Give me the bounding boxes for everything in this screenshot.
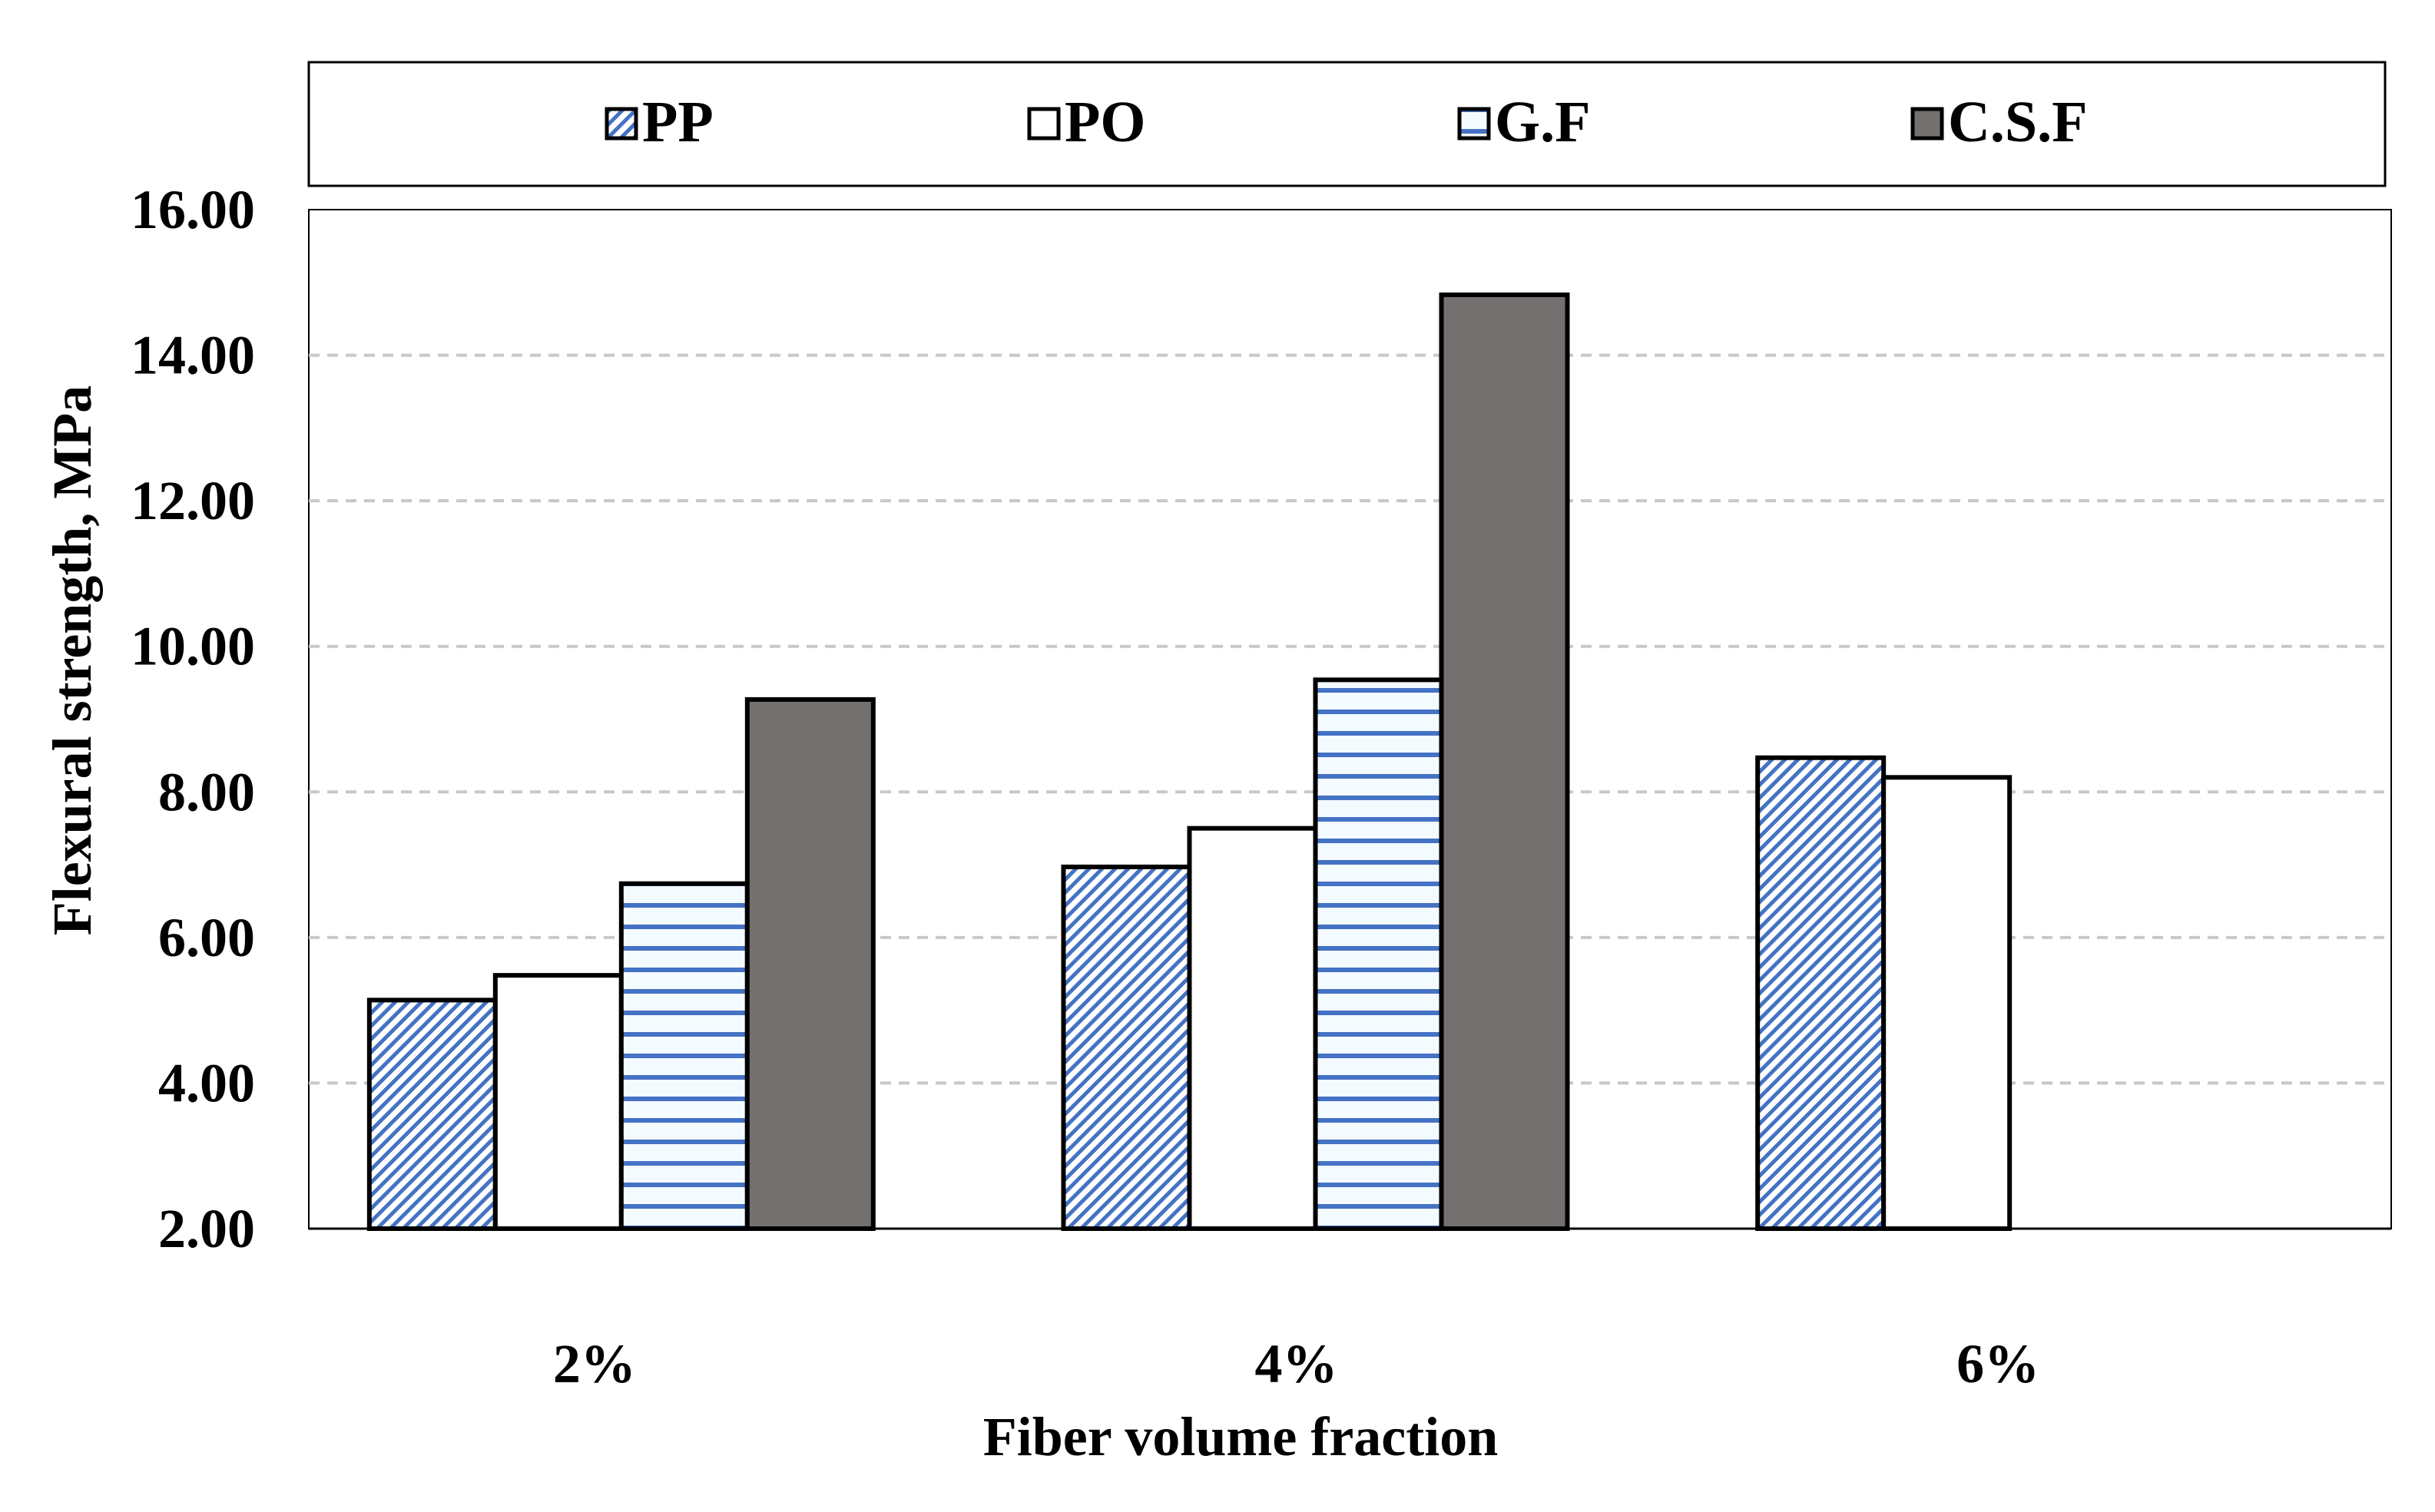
y-tick-label: 14.00	[131, 325, 255, 386]
legend-swatch	[1457, 107, 1491, 141]
legend-item-po: PO	[1027, 90, 1146, 154]
bar-po-2pct	[492, 973, 624, 1232]
legend-label: C.S.F	[1948, 90, 2088, 154]
bar-gf-4pct	[1313, 677, 1444, 1231]
bar-csf-4pct	[1439, 292, 1570, 1231]
y-tick-label: 12.00	[131, 470, 255, 531]
y-tick-label: 6.00	[158, 907, 255, 968]
legend-label: PO	[1065, 90, 1146, 154]
bar-po-6pct	[1881, 775, 2013, 1231]
x-tick-label: 2%	[553, 1333, 636, 1395]
legend-swatch	[1910, 107, 1944, 141]
y-tick-label: 8.00	[158, 761, 255, 822]
bar-pp-2pct	[366, 998, 498, 1231]
y-tick-label: 4.00	[158, 1052, 255, 1113]
y-axis-ticks: 2.00 4.00 6.00 8.00 10.00 12.00 14.00 16.00	[131, 179, 255, 1259]
legend-label: G.F	[1495, 90, 1591, 154]
legend-label: PP	[642, 90, 714, 154]
legend-item-pp: PP	[605, 90, 714, 154]
legend-swatch	[605, 107, 638, 141]
y-tick-label: 2.00	[158, 1198, 255, 1259]
bar-po-4pct	[1187, 825, 1318, 1231]
x-tick-label: 6%	[1956, 1333, 2039, 1395]
y-tick-label: 16.00	[131, 179, 255, 240]
legend-swatch	[1027, 107, 1061, 141]
legend-item-gf: G.F	[1457, 90, 1591, 154]
x-axis-title: Fiber volume fraction	[983, 1406, 1499, 1467]
legend-item-csf: C.S.F	[1910, 90, 2088, 154]
x-tick-label: 4%	[1255, 1333, 1338, 1395]
bar-gf-2pct	[618, 881, 750, 1231]
legend: PP PO G.F C.S.F	[605, 90, 2088, 154]
bar-csf-2pct	[744, 696, 876, 1231]
y-tick-label: 10.00	[131, 616, 255, 677]
bar-pp-6pct	[1755, 755, 1887, 1231]
bar-pp-4pct	[1061, 864, 1192, 1232]
bars	[309, 292, 2391, 1232]
x-axis-ticks: 2% 4% 6%	[553, 1333, 2039, 1395]
y-axis-title: Flexural strength, MPa	[41, 385, 103, 936]
legend-box	[307, 61, 2387, 187]
